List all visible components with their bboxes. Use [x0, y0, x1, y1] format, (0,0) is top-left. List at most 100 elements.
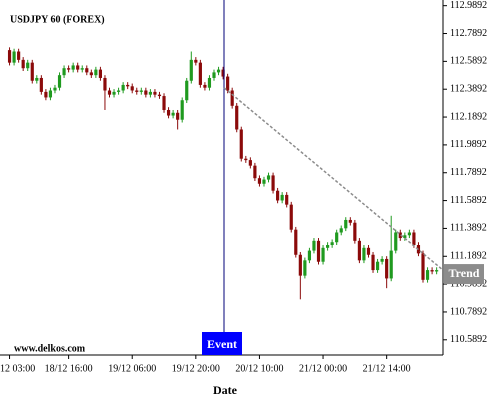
candle-body: [35, 77, 39, 81]
candle-body: [116, 90, 121, 92]
x-tick-label: 19/12 06:00: [108, 363, 156, 374]
candle-body: [326, 245, 330, 248]
candle-body: [62, 68, 66, 76]
candle-body: [98, 69, 103, 78]
candle-body: [221, 69, 225, 77]
candle-body: [185, 80, 189, 101]
candle-body: [148, 91, 152, 95]
y-tick-label: 112.1892: [450, 111, 487, 122]
candle-body: [139, 90, 143, 92]
candle-body: [39, 77, 43, 92]
candle-body: [425, 270, 430, 280]
candle-body: [316, 240, 321, 262]
y-tick-label: 111.7892: [450, 167, 487, 178]
candle-body: [67, 68, 71, 70]
candle-body: [353, 222, 357, 241]
candle-body: [366, 247, 371, 255]
y-tick-label: 112.9892: [450, 0, 487, 11]
y-tick-label: 110.7892: [450, 306, 487, 317]
candle-body: [271, 175, 275, 191]
y-tick-label: 111.9892: [450, 139, 487, 150]
candle-body: [21, 59, 25, 69]
candle-body: [403, 235, 407, 239]
candle-body: [198, 62, 202, 85]
y-tick-label: 111.5892: [450, 195, 487, 206]
candle-body: [285, 194, 289, 205]
candle-body: [421, 253, 425, 280]
candle-body: [135, 90, 139, 92]
candle-body: [144, 90, 148, 95]
candle-body: [357, 240, 361, 261]
candle-body: [153, 91, 157, 95]
candle-body: [294, 229, 298, 255]
trend-line: [223, 87, 444, 271]
candle-body: [257, 178, 262, 184]
candle-body: [157, 94, 162, 97]
x-tick-label: 20/12 10:00: [235, 363, 283, 374]
candle-body: [76, 65, 80, 70]
y-tick-label: 112.3892: [450, 84, 487, 95]
candle-body: [266, 175, 271, 180]
candle-body: [44, 91, 48, 98]
x-tick-label: 19/12 20:00: [172, 363, 220, 374]
candle-body: [112, 91, 116, 95]
candle-body: [230, 90, 234, 106]
candle-body: [171, 112, 175, 116]
candle-body: [248, 160, 252, 166]
y-tick-label: 112.7892: [450, 28, 487, 39]
candle-body: [430, 270, 434, 272]
candle-body: [235, 105, 239, 130]
candle-body: [207, 77, 212, 88]
candle-body: [362, 247, 366, 261]
candle-body: [407, 232, 411, 236]
candle-body: [12, 51, 16, 63]
candle-body: [176, 112, 180, 120]
candle-body: [126, 84, 130, 87]
candle-body: [298, 254, 302, 276]
y-tick-label: 112.5892: [450, 56, 487, 67]
candle-body: [348, 219, 352, 223]
event-label: Event: [207, 337, 237, 351]
candle-body: [189, 59, 193, 81]
candle-body: [276, 190, 280, 201]
candle-body: [26, 62, 30, 69]
candle-body: [289, 204, 293, 230]
candle-body: [303, 260, 307, 276]
candle-body: [121, 84, 125, 91]
candle-body: [48, 90, 53, 98]
candle-body: [385, 258, 389, 279]
trend-box: [444, 264, 484, 285]
y-tick-label: 111.1892: [450, 251, 487, 262]
candle-body: [85, 68, 89, 73]
candle-body: [212, 72, 216, 78]
event-box: [202, 332, 242, 355]
candle-body: [253, 165, 257, 179]
watermark: www.delkos.com: [14, 343, 86, 354]
x-tick-label: 12 03:00: [0, 363, 35, 374]
candle-body: [380, 258, 384, 262]
x-tick-label: 21/12 00:00: [299, 363, 347, 374]
candle-body: [335, 232, 339, 243]
candle-body: [89, 72, 93, 76]
candle-body: [239, 129, 243, 159]
candle-body: [203, 84, 207, 88]
candle-body: [344, 219, 348, 229]
candle-body: [80, 68, 84, 70]
candle-body: [389, 250, 393, 279]
candle-body: [57, 75, 62, 88]
chart-title: USDJPY 60 (FOREX): [10, 14, 105, 25]
candle-body: [7, 50, 12, 63]
candle-body: [194, 59, 198, 63]
candle-body: [371, 254, 375, 271]
y-tick-label: 110.5892: [450, 334, 487, 345]
x-tick-label: 18/12 16:00: [45, 363, 93, 374]
candle-body: [166, 109, 171, 116]
candle-body: [107, 90, 112, 95]
candle-body: [262, 179, 266, 184]
candle-body: [394, 232, 398, 251]
candle-body: [71, 65, 75, 70]
candle-body: [339, 228, 343, 233]
